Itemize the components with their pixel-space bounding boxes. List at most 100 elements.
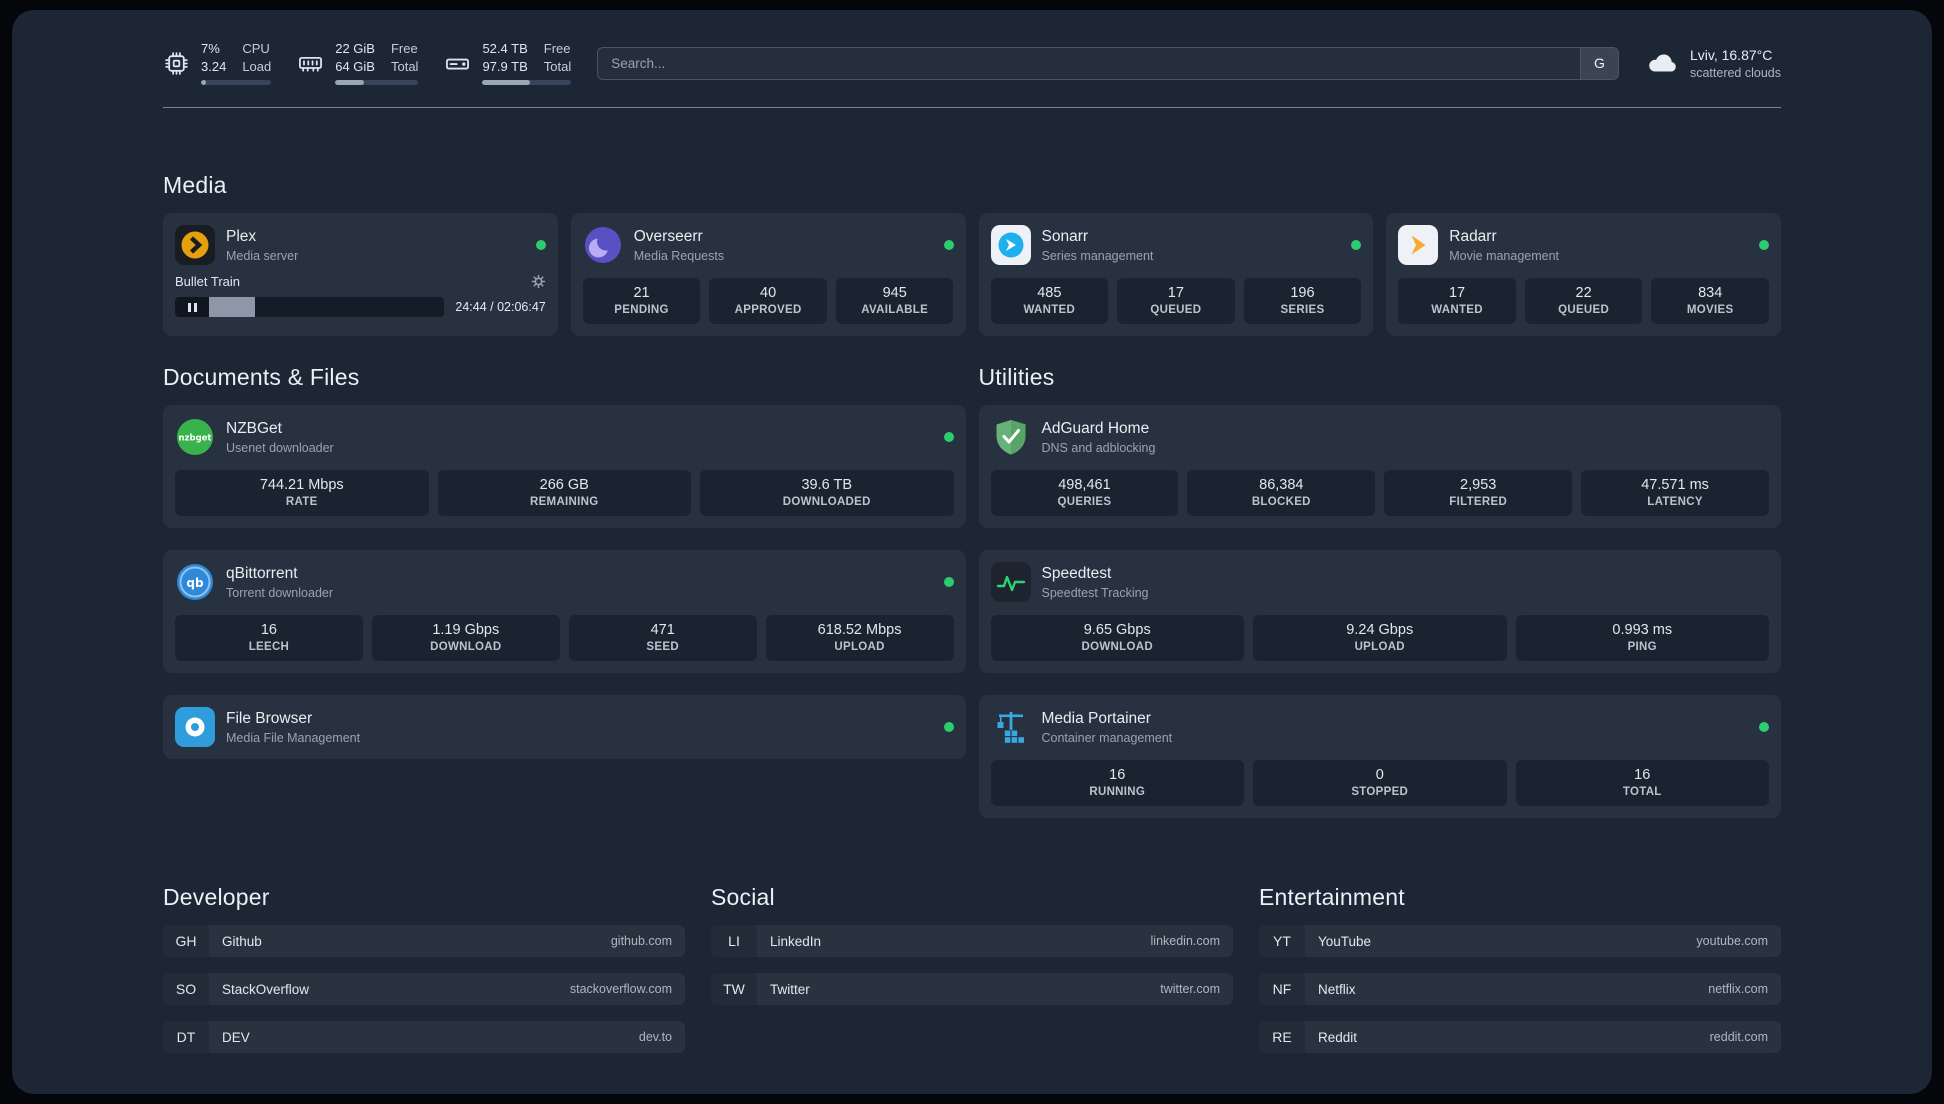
bookmark-youtube[interactable]: YT YouTube youtube.com <box>1259 925 1781 957</box>
cloud-icon <box>1645 50 1679 76</box>
stat-value: 16 <box>260 622 277 638</box>
service-desc: DNS and adblocking <box>1041 440 1156 455</box>
stat-label: DOWNLOAD <box>430 641 502 653</box>
bookmark-url: netflix.com <box>1708 982 1768 996</box>
sonarr-icon <box>990 225 1031 265</box>
hard-drive-icon <box>444 50 471 77</box>
service-card-qbittorrent[interactable]: qb qBittorrent Torrent downloader 16 LEE… <box>163 550 966 673</box>
top-bar: 7% 3.24 CPU Load <box>163 40 1781 86</box>
bookmark-reddit[interactable]: RE Reddit reddit.com <box>1259 1021 1781 1053</box>
status-dot <box>1759 722 1769 732</box>
bookmark-url: youtube.com <box>1696 934 1768 948</box>
stat-value: 86,384 <box>1259 477 1304 493</box>
status-dot <box>1351 240 1362 250</box>
stat-label: RATE <box>285 496 318 508</box>
section-title-developer: Developer <box>163 884 270 910</box>
memory-bar <box>335 80 419 86</box>
stat-value: 17 <box>1448 285 1466 301</box>
bookmark-linkedin[interactable]: LI LinkedIn linkedin.com <box>711 925 1233 957</box>
stat-label: APPROVED <box>734 304 802 316</box>
stat-box: 744.21 Mbps RATE <box>175 470 429 516</box>
service-card-nzbget[interactable]: nzbget NZBGet Usenet downloader 744.21 M… <box>163 405 966 528</box>
service-card-speedtest[interactable]: Speedtest Speedtest Tracking 9.65 Gbps D… <box>978 550 1781 673</box>
stat-value: 498,461 <box>1058 477 1111 493</box>
stat-label: QUEUED <box>1150 304 1202 316</box>
stat-box: 40 APPROVED <box>709 278 827 324</box>
search-bar: G <box>597 46 1619 80</box>
service-card-sonarr[interactable]: Sonarr Series management 485 WANTED 17 Q… <box>978 213 1374 336</box>
service-desc: Media server <box>226 248 299 263</box>
stats-row: 744.21 Mbps RATE 266 GB REMAINING 39.6 T… <box>175 470 954 516</box>
bookmark-url: linkedin.com <box>1150 934 1220 948</box>
service-card-filebrowser[interactable]: File Browser Media File Management <box>163 695 966 759</box>
disk-bar <box>482 80 572 86</box>
stat-box: 21 PENDING <box>582 278 701 324</box>
stat-label: REMAINING <box>529 496 599 508</box>
qbittorrent-icon: qb <box>175 562 215 602</box>
bookmark-github[interactable]: GH Github github.com <box>163 925 685 957</box>
service-card-plex[interactable]: Plex Media server Bullet Train <box>163 213 558 336</box>
service-card-overseerr[interactable]: Overseerr Media Requests 21 PENDING 40 A… <box>570 213 966 336</box>
stat-label: RUNNING <box>1089 786 1146 798</box>
gear-icon[interactable] <box>531 274 546 289</box>
service-desc: Speedtest Tracking <box>1041 585 1149 600</box>
section-title-entertainment: Entertainment <box>1259 884 1405 910</box>
service-card-adguard[interactable]: AdGuard Home DNS and adblocking 498,461 … <box>978 405 1781 528</box>
stat-value: 9.65 Gbps <box>1083 622 1151 638</box>
stat-box: 16 RUNNING <box>990 760 1244 806</box>
bookmark-stackoverflow[interactable]: SO StackOverflow stackoverflow.com <box>163 973 685 1005</box>
bookmark-dev[interactable]: DT DEV dev.to <box>163 1021 685 1053</box>
search-engine-button[interactable]: G <box>1579 47 1618 79</box>
memory-free-label: Free <box>390 40 418 56</box>
bookmark-abbr: LI <box>711 925 757 957</box>
service-card-radarr[interactable]: Radarr Movie management 17 WANTED 22 QUE… <box>1386 213 1781 336</box>
stat-label: SEED <box>646 641 679 653</box>
bookmark-name: LinkedIn <box>770 933 822 949</box>
bookmark-url: dev.to <box>638 1030 672 1044</box>
stat-label: DOWNLOAD <box>1081 641 1153 653</box>
service-name: Overseerr <box>633 227 703 245</box>
stat-label: PENDING <box>614 304 669 316</box>
weather-widget: Lviv, 16.87°C scattered clouds <box>1645 47 1781 80</box>
service-name: Sonarr <box>1041 227 1089 245</box>
stat-box: 2,953 FILTERED <box>1384 470 1573 516</box>
disk-free-label: Free <box>543 40 571 56</box>
stats-row: 16 RUNNING 0 STOPPED 16 TOTAL <box>990 760 1769 806</box>
service-desc: Series management <box>1041 248 1154 263</box>
stat-value: 21 <box>633 285 650 301</box>
stat-box: 22 QUEUED <box>1524 278 1643 324</box>
disk-free-value: 52.4 TB <box>482 40 528 56</box>
stat-value: 9.24 Gbps <box>1346 622 1414 638</box>
bookmark-name: Twitter <box>770 981 810 997</box>
stat-box: 498,461 QUERIES <box>990 470 1179 516</box>
bookmark-abbr: GH <box>163 925 209 957</box>
playback-progress-bar[interactable] <box>209 297 445 317</box>
stat-label: UPLOAD <box>1354 641 1405 653</box>
bookmark-twitter[interactable]: TW Twitter twitter.com <box>711 973 1233 1005</box>
service-name: Media Portainer <box>1041 709 1151 727</box>
cpu-bar-fill <box>201 80 206 86</box>
stats-row: 9.65 Gbps DOWNLOAD 9.24 Gbps UPLOAD 0.99… <box>990 615 1769 661</box>
pause-button[interactable] <box>175 297 209 317</box>
bookmark-url: twitter.com <box>1160 982 1220 996</box>
bookmark-netflix[interactable]: NF Netflix netflix.com <box>1259 973 1781 1005</box>
stat-value: 16 <box>1634 767 1651 783</box>
service-card-portainer[interactable]: Media Portainer Container management 16 … <box>978 695 1781 818</box>
search-input[interactable] <box>598 47 1580 79</box>
stat-label: QUERIES <box>1057 496 1112 508</box>
disk-total-value: 97.9 TB <box>482 59 528 74</box>
stat-value: 834 <box>1698 285 1723 301</box>
stat-label: MOVIES <box>1686 304 1734 316</box>
adguard-shield-icon <box>991 417 1031 457</box>
bookmark-url: stackoverflow.com <box>569 982 672 996</box>
status-dot <box>943 432 954 442</box>
stat-value: 744.21 Mbps <box>259 477 344 493</box>
status-dot <box>943 722 954 732</box>
status-dot <box>1759 240 1769 250</box>
status-dot <box>943 577 954 587</box>
stat-label: FILTERED <box>1449 496 1508 508</box>
weather-location: Lviv, 16.87°C <box>1689 46 1773 63</box>
stat-label: UPLOAD <box>834 641 885 653</box>
service-name: Radarr <box>1449 227 1497 245</box>
service-name: Speedtest <box>1041 564 1112 582</box>
